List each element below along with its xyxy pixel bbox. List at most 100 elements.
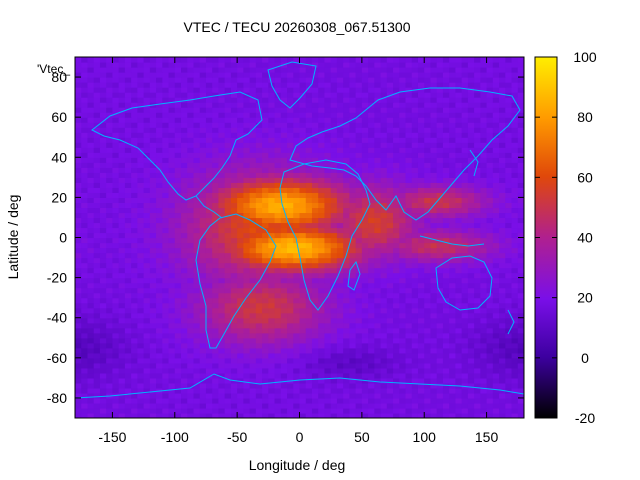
heatmap-cell: [517, 182, 524, 188]
heatmap-cell: [274, 232, 282, 239]
heatmap-cell: [511, 372, 519, 379]
heatmap-cell: [430, 292, 438, 299]
heatmap-cell: [174, 87, 182, 93]
heatmap-cell: [442, 117, 450, 123]
heatmap-cell: [249, 147, 257, 153]
heatmap-cell: [205, 297, 213, 304]
heatmap-cell: [299, 287, 307, 294]
heatmap-cell: [349, 347, 357, 354]
heatmap-cell: [305, 112, 313, 118]
heatmap-cell: [336, 97, 344, 103]
heatmap-cell: [336, 287, 344, 294]
heatmap-cell: [393, 142, 400, 148]
heatmap-cell: [399, 337, 407, 344]
heatmap-cell: [505, 317, 513, 324]
heatmap-cell: [461, 167, 469, 173]
heatmap-cell: [212, 232, 220, 239]
heatmap-cell: [274, 317, 282, 324]
heatmap-cell: [417, 307, 425, 314]
heatmap-cell: [262, 252, 269, 259]
heatmap-cell: [87, 137, 95, 143]
heatmap-cell: [517, 137, 524, 143]
heatmap-cell: [187, 77, 195, 83]
heatmap-cell: [205, 197, 213, 203]
heatmap-cell: [505, 87, 513, 93]
heatmap-cell: [280, 242, 288, 249]
heatmap-cell: [480, 302, 488, 309]
heatmap-cell: [374, 397, 382, 404]
heatmap-cell: [87, 162, 95, 168]
heatmap-cell: [262, 397, 269, 404]
heatmap-cell: [474, 197, 481, 203]
heatmap-cell: [455, 182, 463, 188]
heatmap-cell: [137, 162, 145, 168]
heatmap-cell: [311, 97, 319, 103]
heatmap-cell: [137, 237, 145, 244]
heatmap-cell: [268, 387, 276, 394]
heatmap-cell: [280, 212, 288, 219]
heatmap-cell: [87, 177, 95, 183]
heatmap-cell: [193, 187, 201, 193]
heatmap-cell: [349, 242, 357, 249]
heatmap-cell: [461, 137, 469, 143]
heatmap-cell: [187, 247, 195, 254]
heatmap-cell: [137, 322, 145, 329]
heatmap-cell: [511, 362, 519, 369]
heatmap-cell: [374, 222, 382, 229]
heatmap-cell: [393, 267, 400, 274]
heatmap-cell: [499, 197, 506, 203]
heatmap-cell: [311, 217, 319, 224]
heatmap-cell: [268, 217, 276, 224]
heatmap-cell: [318, 152, 326, 158]
heatmap-cell: [411, 197, 419, 203]
heatmap-cell: [249, 127, 257, 133]
heatmap-cell: [181, 112, 188, 118]
heatmap-cell: [411, 252, 419, 259]
heatmap-cell: [131, 92, 138, 98]
heatmap-cell: [449, 412, 457, 418]
heatmap-cell: [168, 292, 176, 299]
heatmap-cell: [461, 192, 469, 198]
heatmap-cell: [124, 222, 132, 229]
heatmap-cell: [81, 382, 89, 389]
heatmap-cell: [137, 297, 145, 304]
heatmap-cell: [324, 297, 332, 304]
heatmap-cell: [305, 257, 313, 264]
heatmap-cell: [380, 337, 388, 344]
heatmap-cell: [268, 92, 276, 98]
heatmap-cell: [368, 242, 375, 249]
heatmap-cell: [343, 342, 350, 349]
heatmap-cell: [505, 227, 513, 234]
heatmap-cell: [330, 257, 338, 264]
heatmap-cell: [486, 232, 494, 239]
heatmap-cell: [343, 322, 350, 329]
heatmap-cell: [449, 87, 457, 93]
heatmap-cell: [430, 162, 438, 168]
heatmap-cell: [467, 137, 475, 143]
heatmap-cell: [218, 412, 226, 418]
heatmap-cell: [205, 157, 213, 163]
heatmap-cell: [374, 152, 382, 158]
heatmap-cell: [324, 382, 332, 389]
heatmap-cell: [293, 262, 301, 269]
heatmap-cell: [467, 377, 475, 384]
heatmap-cell: [449, 102, 457, 108]
heatmap-cell: [205, 247, 213, 254]
heatmap-cell: [411, 302, 419, 309]
heatmap-cell: [81, 112, 89, 118]
heatmap-cell: [380, 352, 388, 359]
heatmap-cell: [287, 247, 294, 254]
heatmap-cell: [174, 362, 182, 369]
heatmap-cell: [224, 387, 232, 394]
heatmap-cell: [287, 77, 294, 83]
heatmap-cell: [87, 292, 95, 299]
heatmap-cell: [299, 107, 307, 113]
heatmap-cell: [417, 172, 425, 178]
heatmap-cell: [187, 357, 195, 364]
heatmap-cell: [162, 317, 170, 324]
heatmap-cell: [237, 92, 244, 98]
heatmap-cell: [87, 152, 95, 158]
heatmap-cell: [249, 287, 257, 294]
heatmap-cell: [243, 97, 251, 103]
heatmap-cell: [137, 142, 145, 148]
